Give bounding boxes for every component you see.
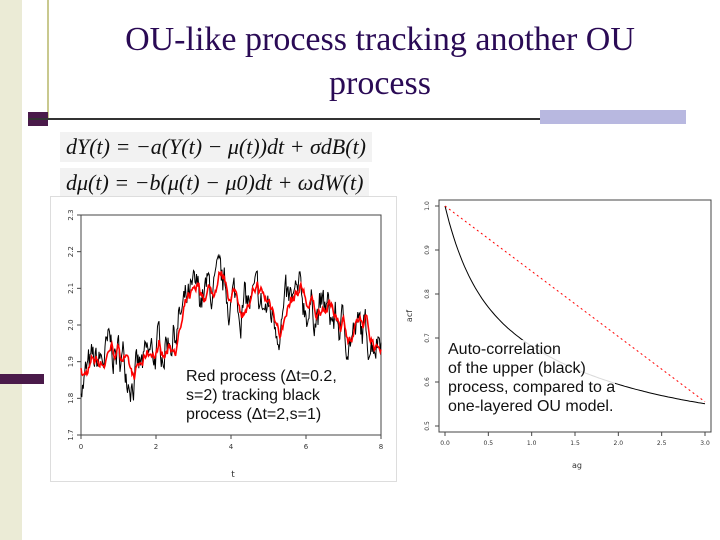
left-decor-line [47, 0, 49, 120]
acf-y-tick-label: 0.5 [424, 421, 431, 431]
caption-line: of the upper (black) [448, 360, 586, 377]
y-tick-label: 2.2 [67, 246, 75, 257]
acf-x-tick-label: 0.5 [484, 440, 494, 447]
x-tick-label: 2 [154, 443, 158, 451]
acf-axes: 0.0 0.5 1.0 1.5 2.0 2.5 3.0 1.0 0.9 0.8 0.7 0.6 0.5 [424, 199, 712, 447]
timeseries-plot: 0 2 4 6 8 1.7 1.8 1.9 2.0 2.1 2.2 2.3 t [50, 196, 397, 482]
caption-line: one-layered OU model. [448, 398, 614, 415]
acf-x-tick-label: 1.0 [527, 440, 537, 447]
slide-title: OU-like process tracking another OU proc… [60, 18, 700, 106]
title-line-1: OU-like process tracking another OU [125, 21, 635, 58]
y-tick-label: 1.7 [67, 429, 75, 440]
acf-y-tick-label: 0.8 [424, 289, 431, 299]
acf-y-tick-label: 0.9 [424, 245, 431, 255]
series-red-line [80, 270, 382, 380]
acf-svg: 0.0 0.5 1.0 1.5 2.0 2.5 3.01.00.90.80.70.60.5 … [405, 199, 712, 470]
x-tick-label: 6 [304, 443, 309, 451]
caption-line: Red process (Δt=0.2, [186, 368, 337, 385]
acf-x-axis-label: ag [572, 461, 582, 470]
y-tick-label: 2.0 [67, 319, 75, 330]
caption-line: process, compared to a [448, 379, 616, 396]
title-rule [28, 118, 686, 120]
timeseries-svg: 0 2 4 6 8 1.7 1.8 1.9 2.0 2.1 2.2 2.3 t [67, 209, 383, 480]
acf-y-tick-label: 0.7 [424, 333, 431, 343]
timeseries-axes: 0 2 4 6 8 1.7 1.8 1.9 2.0 2.1 2.2 2.3 [67, 209, 383, 451]
equation-y: dY(t) = −a(Y(t) − μ(t))dt + σdB(t) [60, 132, 373, 162]
caption-line: Auto-correlation [448, 341, 561, 358]
acf-x-tick-label: 3.0 [700, 440, 710, 447]
y-tick-label: 1.8 [67, 393, 75, 404]
left-decor-bar [0, 0, 22, 540]
acf-y-axis-label: acf [405, 310, 414, 322]
acf-caption: Auto-correlation of the upper (black) pr… [448, 340, 616, 416]
x-tick-label: 8 [379, 443, 383, 451]
acf-x-tick-label: 2.5 [657, 440, 667, 447]
x-tick-label: 0 [79, 443, 83, 451]
y-tick-label: 1.9 [67, 356, 75, 367]
acf-y-tick-label: 0.6 [424, 377, 431, 387]
equation-mu: dμ(t) = −b(μ(t) − μ0)dt + ωdW(t) [60, 168, 370, 198]
acf-red-line [444, 205, 706, 403]
title-line-2: process [329, 65, 431, 102]
timeseries-caption: Red process (Δt=0.2, s=2) tracking black… [186, 367, 337, 424]
x-axis-label: t [231, 470, 235, 480]
caption-line: process (Δt=2,s=1) [186, 406, 322, 423]
acf-y-tick-label: 1.0 [424, 201, 431, 211]
x-tick-label: 4 [229, 443, 234, 451]
y-tick-label: 2.1 [67, 283, 75, 294]
left-decor-block [0, 374, 44, 384]
acf-x-tick-label: 0.0 [440, 440, 450, 447]
y-tick-label: 2.3 [67, 209, 75, 220]
acf-plot: 0.0 0.5 1.0 1.5 2.0 2.5 3.0 1.0 0.9 0.8 0.7 0.6 0.5 … [400, 188, 718, 480]
acf-x-tick-label: 2.0 [614, 440, 624, 447]
title-rule-block-right [540, 110, 686, 124]
caption-line: s=2) tracking black [186, 387, 320, 404]
acf-x-tick-label: 1.5 [570, 440, 580, 447]
